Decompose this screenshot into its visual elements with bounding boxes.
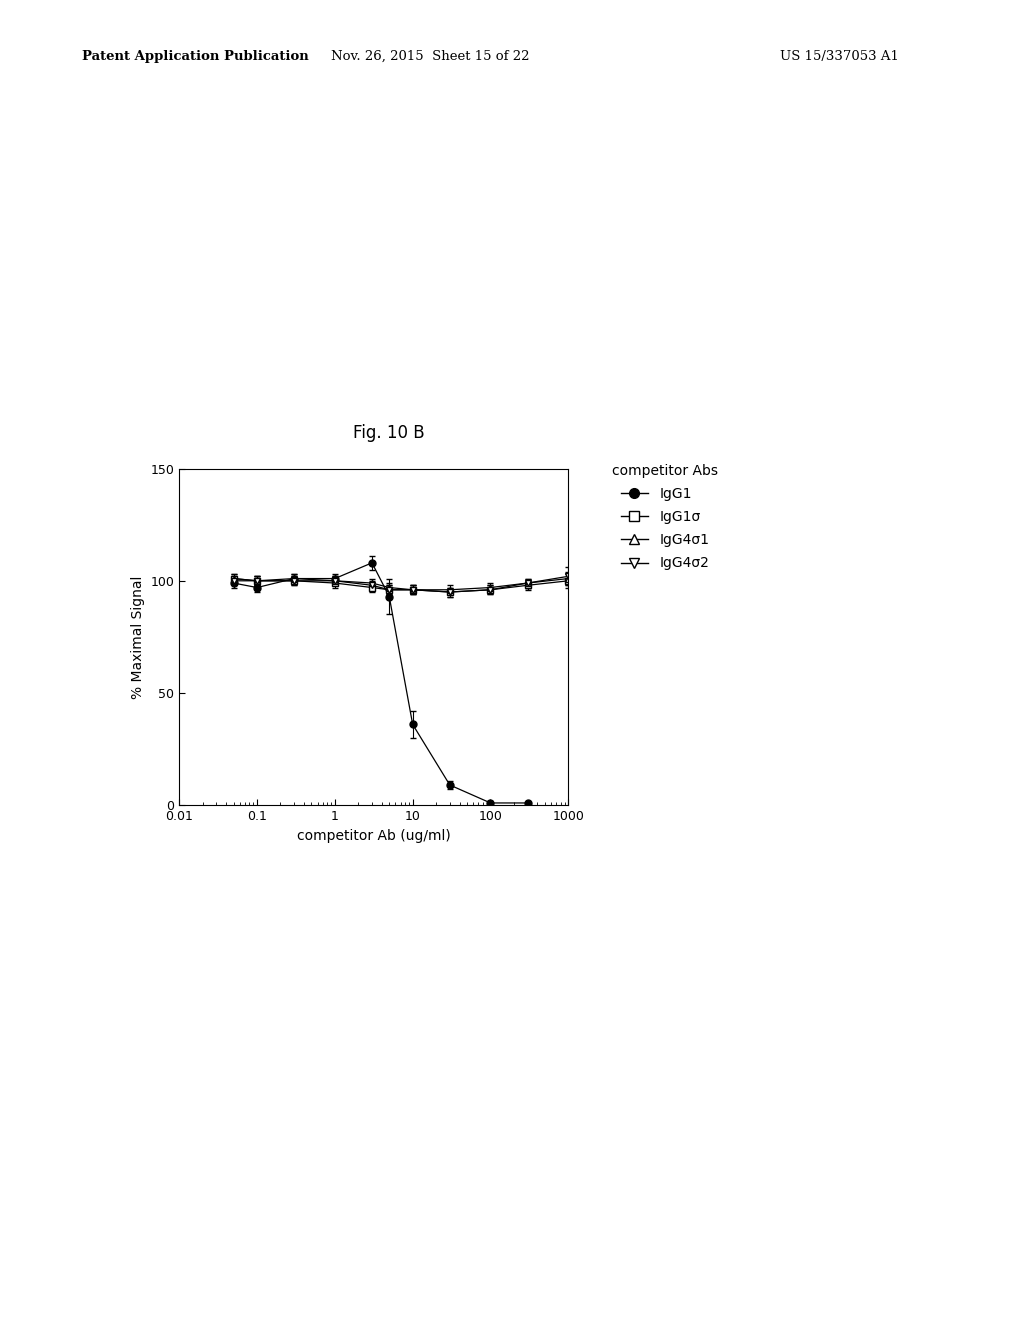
Text: Fig. 10 B: Fig. 10 B [353,424,425,442]
Text: US 15/337053 A1: US 15/337053 A1 [780,50,899,63]
Legend: IgG1, IgG1σ, IgG4σ1, IgG4σ2: IgG1, IgG1σ, IgG4σ1, IgG4σ2 [606,459,724,576]
Text: Nov. 26, 2015  Sheet 15 of 22: Nov. 26, 2015 Sheet 15 of 22 [331,50,529,63]
X-axis label: competitor Ab (ug/ml): competitor Ab (ug/ml) [297,829,451,842]
Y-axis label: % Maximal Signal: % Maximal Signal [131,576,145,698]
Text: Patent Application Publication: Patent Application Publication [82,50,308,63]
